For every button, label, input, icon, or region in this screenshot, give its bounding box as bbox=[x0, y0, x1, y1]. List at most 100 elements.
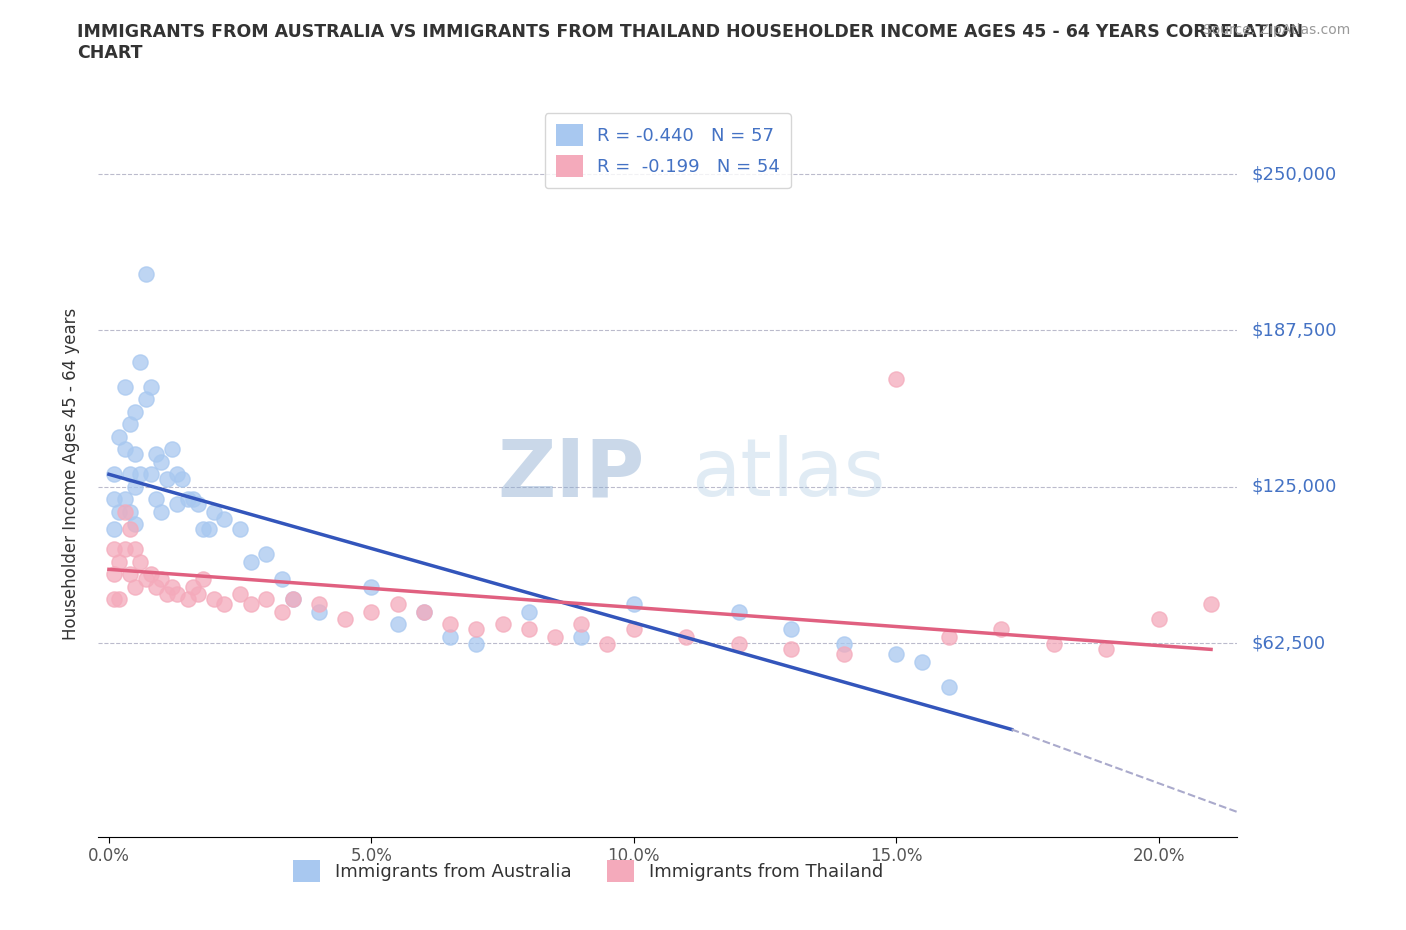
Point bbox=[884, 372, 907, 387]
Point bbox=[1147, 612, 1170, 627]
Point bbox=[271, 604, 294, 619]
Point bbox=[150, 504, 173, 519]
Point bbox=[333, 612, 356, 627]
Point bbox=[181, 579, 204, 594]
Point bbox=[202, 504, 225, 519]
Point bbox=[156, 472, 179, 486]
Point bbox=[172, 472, 194, 486]
Point bbox=[938, 680, 960, 695]
Point bbox=[517, 622, 540, 637]
Point bbox=[271, 572, 294, 587]
Point bbox=[160, 579, 183, 594]
Point bbox=[135, 267, 157, 282]
Point bbox=[387, 617, 409, 631]
Point bbox=[145, 579, 167, 594]
Point bbox=[166, 587, 188, 602]
Point bbox=[229, 522, 252, 537]
Point bbox=[517, 604, 540, 619]
Point bbox=[129, 354, 152, 369]
Point bbox=[124, 542, 146, 557]
Point bbox=[938, 630, 960, 644]
Point bbox=[1042, 637, 1064, 652]
Point bbox=[124, 517, 146, 532]
Point bbox=[465, 622, 488, 637]
Point bbox=[103, 467, 125, 482]
Point bbox=[103, 492, 125, 507]
Point bbox=[108, 504, 131, 519]
Point bbox=[129, 467, 152, 482]
Point bbox=[193, 572, 215, 587]
Point bbox=[145, 492, 167, 507]
Point bbox=[118, 417, 141, 432]
Point bbox=[229, 587, 252, 602]
Point bbox=[114, 542, 136, 557]
Point bbox=[780, 642, 803, 657]
Point bbox=[103, 567, 125, 582]
Point bbox=[118, 504, 141, 519]
Y-axis label: Householder Income Ages 45 - 64 years: Householder Income Ages 45 - 64 years bbox=[62, 308, 80, 641]
Point bbox=[884, 647, 907, 662]
Point bbox=[114, 504, 136, 519]
Point bbox=[135, 392, 157, 406]
Point bbox=[108, 430, 131, 445]
Point bbox=[124, 405, 146, 419]
Point bbox=[103, 591, 125, 606]
Text: Source: ZipAtlas.com: Source: ZipAtlas.com bbox=[1202, 23, 1350, 37]
Point bbox=[360, 604, 382, 619]
Point bbox=[544, 630, 567, 644]
Point bbox=[114, 492, 136, 507]
Point bbox=[832, 637, 855, 652]
Point bbox=[727, 604, 749, 619]
Point bbox=[412, 604, 434, 619]
Point bbox=[118, 522, 141, 537]
Point bbox=[187, 587, 209, 602]
Point bbox=[166, 467, 188, 482]
Point bbox=[124, 479, 146, 494]
Point bbox=[1095, 642, 1118, 657]
Text: $250,000: $250,000 bbox=[1251, 166, 1337, 183]
Point bbox=[193, 522, 215, 537]
Point bbox=[145, 446, 167, 461]
Point bbox=[160, 442, 183, 457]
Point bbox=[412, 604, 434, 619]
Text: $187,500: $187,500 bbox=[1251, 322, 1337, 339]
Point bbox=[135, 572, 157, 587]
Point bbox=[439, 617, 461, 631]
Point bbox=[623, 597, 645, 612]
Point bbox=[214, 597, 236, 612]
Point bbox=[118, 567, 141, 582]
Point bbox=[176, 492, 198, 507]
Point bbox=[187, 497, 209, 512]
Point bbox=[103, 542, 125, 557]
Point bbox=[990, 622, 1012, 637]
Point bbox=[727, 637, 749, 652]
Point bbox=[911, 655, 934, 670]
Point bbox=[156, 587, 179, 602]
Text: atlas: atlas bbox=[690, 435, 884, 513]
Point bbox=[166, 497, 188, 512]
Text: $62,500: $62,500 bbox=[1251, 634, 1326, 652]
Point bbox=[239, 554, 262, 569]
Point bbox=[118, 467, 141, 482]
Point bbox=[387, 597, 409, 612]
Point bbox=[254, 547, 277, 562]
Point bbox=[308, 604, 330, 619]
Text: IMMIGRANTS FROM AUSTRALIA VS IMMIGRANTS FROM THAILAND HOUSEHOLDER INCOME AGES 45: IMMIGRANTS FROM AUSTRALIA VS IMMIGRANTS … bbox=[77, 23, 1303, 62]
Point bbox=[360, 579, 382, 594]
Point bbox=[623, 622, 645, 637]
Point bbox=[124, 579, 146, 594]
Point bbox=[254, 591, 277, 606]
Text: $125,000: $125,000 bbox=[1251, 478, 1337, 496]
Point bbox=[1199, 597, 1222, 612]
Point bbox=[214, 512, 236, 526]
Text: ZIP: ZIP bbox=[498, 435, 645, 513]
Legend: Immigrants from Australia, Immigrants from Thailand: Immigrants from Australia, Immigrants fr… bbox=[285, 853, 890, 890]
Point bbox=[675, 630, 697, 644]
Point bbox=[202, 591, 225, 606]
Point bbox=[150, 572, 173, 587]
Point bbox=[780, 622, 803, 637]
Point bbox=[181, 492, 204, 507]
Point bbox=[176, 591, 198, 606]
Point bbox=[239, 597, 262, 612]
Point bbox=[197, 522, 219, 537]
